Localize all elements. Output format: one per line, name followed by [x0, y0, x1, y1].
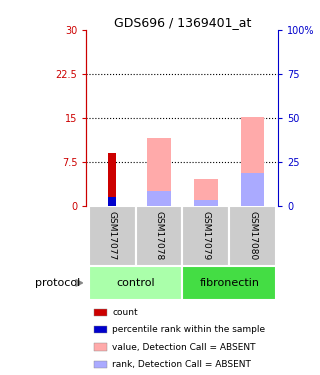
Text: count: count — [112, 308, 138, 317]
Bar — [89, 266, 182, 300]
Text: GSM17079: GSM17079 — [201, 211, 210, 260]
Bar — [94, 309, 107, 316]
Bar — [194, 200, 218, 206]
Bar — [241, 117, 264, 206]
Bar — [229, 206, 276, 266]
Title: GDS696 / 1369401_at: GDS696 / 1369401_at — [114, 16, 251, 29]
Bar — [94, 326, 107, 333]
Bar — [94, 360, 107, 368]
Bar — [94, 344, 107, 351]
Bar — [89, 206, 136, 266]
Text: control: control — [116, 278, 155, 288]
Text: percentile rank within the sample: percentile rank within the sample — [112, 326, 266, 334]
Text: fibronectin: fibronectin — [199, 278, 259, 288]
Bar — [136, 206, 182, 266]
Text: GSM17077: GSM17077 — [108, 211, 117, 260]
Text: value, Detection Call = ABSENT: value, Detection Call = ABSENT — [112, 342, 256, 351]
Bar — [147, 191, 171, 206]
Text: GSM17080: GSM17080 — [248, 211, 257, 260]
Bar — [182, 266, 276, 300]
Bar — [108, 153, 116, 206]
Text: GSM17078: GSM17078 — [155, 211, 164, 260]
Text: protocol: protocol — [35, 278, 80, 288]
Bar — [182, 206, 229, 266]
Text: rank, Detection Call = ABSENT: rank, Detection Call = ABSENT — [112, 360, 251, 369]
Bar — [108, 197, 116, 206]
Bar — [241, 173, 264, 206]
Bar — [147, 138, 171, 206]
Bar — [194, 179, 218, 206]
